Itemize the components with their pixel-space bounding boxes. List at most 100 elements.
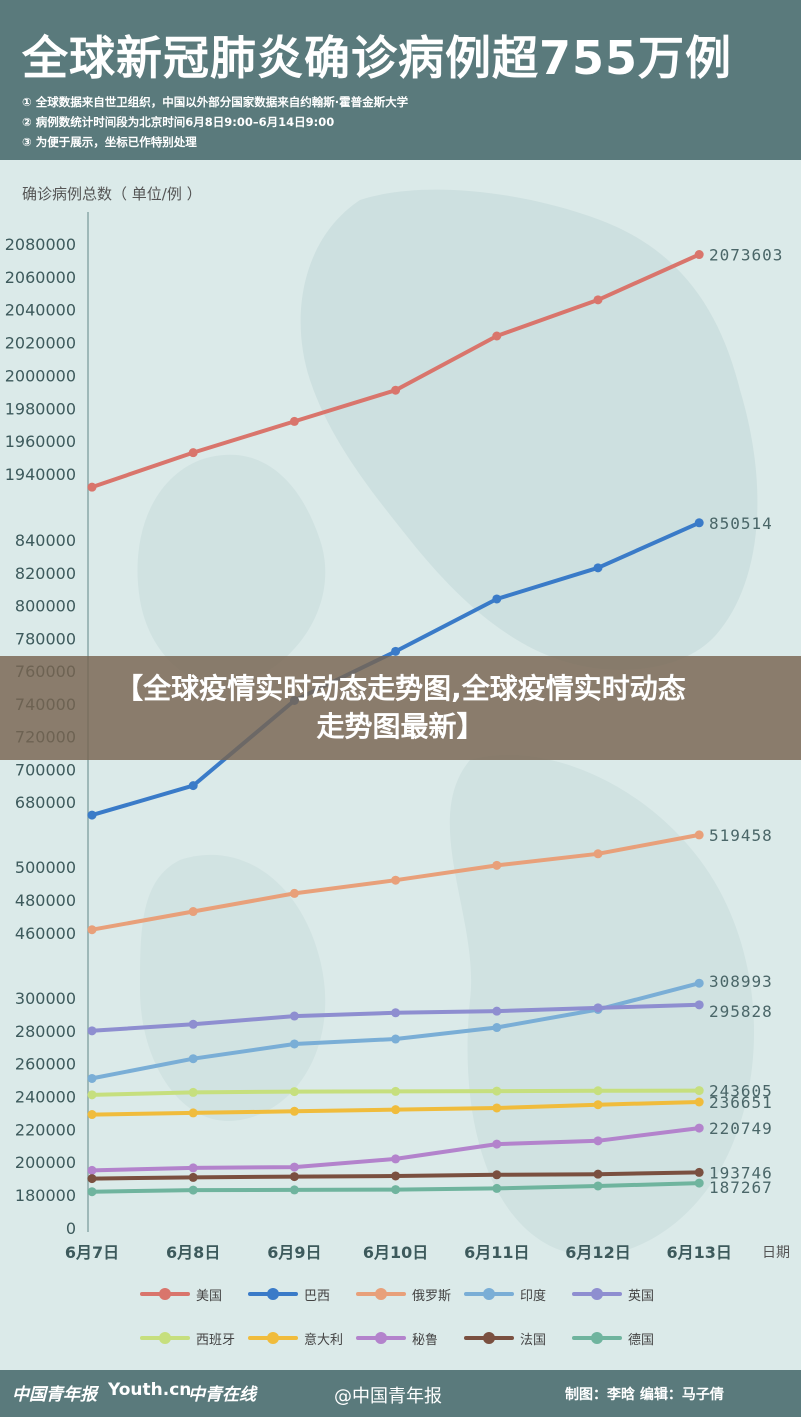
data-point: [492, 1086, 502, 1096]
data-point: [593, 1086, 603, 1096]
data-point: [694, 1097, 704, 1107]
end-value-label: 850514: [709, 514, 773, 533]
data-point: [188, 1108, 198, 1118]
legend-swatch: [572, 1287, 622, 1301]
page-title: 全球新冠肺炎确诊病例超755万例: [22, 31, 733, 85]
data-point: [694, 1000, 704, 1010]
logo-zqzx: 中青在线: [188, 1385, 256, 1405]
y-tick-label: 500000: [15, 858, 76, 877]
data-point: [188, 448, 198, 458]
x-tick-label: 6月9日: [267, 1243, 321, 1262]
data-point: [289, 1162, 299, 1172]
end-value-label: 519458: [709, 826, 773, 845]
legend-swatch: [248, 1331, 298, 1345]
legend-label: 印度: [520, 1288, 547, 1304]
x-tick-label: 6月11日: [464, 1243, 529, 1262]
legend-item-brazil: 巴西: [248, 1285, 356, 1304]
header-bar: 全球新冠肺炎确诊病例超755万例 ① 全球数据来自世卫组织，中国以外部分国家数据…: [0, 0, 801, 160]
legend-label: 美国: [196, 1288, 223, 1304]
legend-label: 法国: [520, 1332, 547, 1348]
data-point: [694, 1167, 704, 1177]
legend-row-2: 西班牙 意大利 秘鲁 法国 德国: [140, 1316, 680, 1360]
data-point: [289, 1185, 299, 1195]
data-point: [188, 1087, 198, 1097]
data-point: [87, 1110, 97, 1120]
data-point: [694, 1123, 704, 1133]
legend-item-germany: 德国: [572, 1329, 680, 1348]
legend-item-usa: 美国: [140, 1285, 248, 1304]
notes-list: ① 全球数据来自世卫组织，中国以外部分国家数据来自约翰斯·霍普金斯大学 ② 病例…: [22, 92, 408, 152]
data-point: [593, 1136, 603, 1146]
data-point: [492, 1103, 502, 1113]
data-point: [492, 1139, 502, 1149]
data-point: [391, 1185, 401, 1195]
data-point: [593, 1181, 603, 1191]
data-point: [87, 1187, 97, 1197]
data-point: [188, 1185, 198, 1195]
data-point: [188, 1054, 198, 1064]
logo-youth: Youth.cn: [108, 1380, 192, 1400]
data-point: [87, 1073, 97, 1083]
data-point: [289, 1039, 299, 1049]
legend-swatch: [248, 1287, 298, 1301]
legend-swatch: [464, 1287, 514, 1301]
y-tick-label: 260000: [15, 1055, 76, 1074]
y-tick-label: 220000: [15, 1120, 76, 1139]
end-value-label: 243605: [709, 1082, 773, 1101]
legend-swatch: [356, 1331, 406, 1345]
legend-item-russia: 俄罗斯: [356, 1285, 464, 1304]
legend-swatch: [140, 1287, 190, 1301]
y-tick-label: 2000000: [5, 366, 76, 385]
note-2: ② 病例数统计时间段为北京时间6月8日9:00–6月14日9:00: [22, 115, 335, 129]
data-point: [391, 1154, 401, 1164]
note-3: ③ 为便于展示，坐标已作特别处理: [22, 135, 197, 149]
end-value-label: 187267: [709, 1178, 773, 1197]
data-point: [694, 1178, 704, 1188]
y-tick-label: 480000: [15, 891, 76, 910]
y-tick-label: 2080000: [5, 235, 76, 254]
data-point: [492, 331, 502, 341]
series-line-3: [90, 981, 702, 1081]
data-point: [289, 1011, 299, 1021]
y-tick-label: 2020000: [5, 334, 76, 353]
legend-label: 秘鲁: [412, 1332, 439, 1348]
y-tick-label: 780000: [15, 629, 76, 648]
data-point: [492, 1006, 502, 1016]
data-point: [593, 563, 603, 573]
data-point: [593, 1169, 603, 1179]
data-point: [289, 1106, 299, 1116]
banner-text: 【全球疫情实时动态走势图,全球疫情实时动态 走势图最新】: [0, 670, 801, 746]
y-tick-label: 1980000: [5, 399, 76, 418]
data-point: [391, 1034, 401, 1044]
y-tick-label: 460000: [15, 924, 76, 943]
y-tick-label: 200000: [15, 1153, 76, 1172]
logo-cyol: 中国青年报: [12, 1385, 97, 1405]
legend-item-spain: 西班牙: [140, 1329, 248, 1348]
y-tick-label: 2040000: [5, 301, 76, 320]
y-tick-label: 1940000: [5, 465, 76, 484]
series-line-7: [90, 1126, 702, 1173]
data-point: [694, 830, 704, 840]
data-point: [391, 875, 401, 885]
end-value-label: 295828: [709, 1002, 773, 1021]
data-point: [694, 518, 704, 528]
data-point: [87, 1026, 97, 1036]
series-line-0: [90, 252, 702, 490]
data-point: [87, 482, 97, 492]
legend-item-france: 法国: [464, 1329, 572, 1348]
legend-label: 意大利: [304, 1332, 344, 1348]
y-tick-label: 240000: [15, 1088, 76, 1107]
legend-swatch: [356, 1287, 406, 1301]
y-axis-title: 确诊病例总数（ 单位/例 ）: [22, 185, 202, 203]
data-point: [87, 810, 97, 820]
x-tick-label: 6月13日: [666, 1243, 731, 1262]
data-point: [87, 1174, 97, 1184]
data-point: [289, 1087, 299, 1097]
legend-swatch: [140, 1331, 190, 1345]
data-point: [492, 1183, 502, 1193]
data-point: [391, 385, 401, 395]
y-tick-label: 800000: [15, 597, 76, 616]
legend-label: 俄罗斯: [412, 1288, 452, 1304]
data-point: [492, 860, 502, 870]
data-point: [593, 1003, 603, 1013]
